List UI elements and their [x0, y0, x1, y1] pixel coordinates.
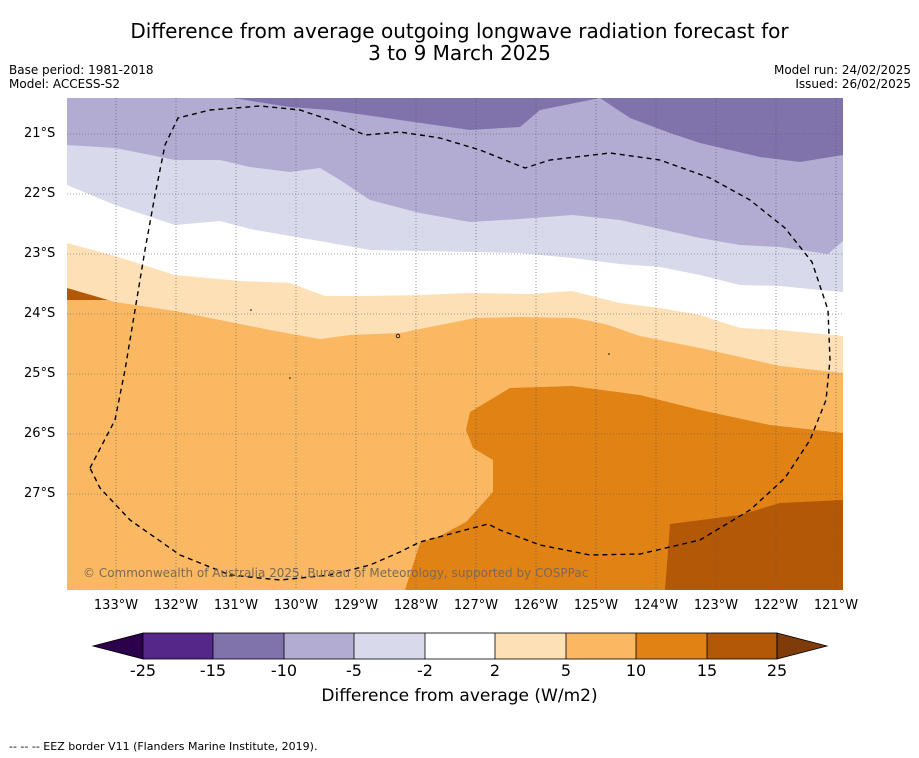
map-title-line2: 3 to 9 March 2025	[368, 41, 551, 65]
colorbar	[91, 632, 829, 660]
colorbar-tick: -10	[270, 661, 298, 680]
colorbar-segment	[143, 633, 213, 659]
colorbar-segment	[495, 633, 566, 659]
lon-label: 131°W	[213, 598, 259, 613]
colorbar-tick: -15	[199, 661, 227, 680]
colorbar-over-arrow	[776, 632, 829, 660]
meta-right: Model run: 24/02/2025 Issued: 26/02/2025	[774, 63, 911, 91]
map-title: Difference from average outgoing longwav…	[0, 20, 919, 64]
model-label: Model: ACCESS-S2	[9, 77, 121, 91]
colorbar-tick: 2	[489, 661, 501, 680]
lon-label: 132°W	[153, 598, 199, 613]
lon-label: 121°W	[813, 598, 859, 613]
colorbar-tick: 25	[766, 661, 788, 680]
lon-label: 122°W	[753, 598, 799, 613]
anomaly-field	[67, 98, 843, 590]
colorbar-tick: -5	[346, 661, 362, 680]
colorbar-segment	[707, 633, 777, 659]
lon-label: 130°W	[273, 598, 319, 613]
colorbar-segment	[425, 633, 495, 659]
lat-label: 21°S	[24, 126, 56, 141]
lat-label: 24°S	[24, 306, 56, 321]
eez-footnote: -- -- -- EEZ border V11 (Flanders Marine…	[9, 740, 318, 753]
colorbar-tick: -2	[417, 661, 433, 680]
copyright-notice: © Commonwealth of Australia 2025, Bureau…	[83, 566, 589, 580]
graticule	[67, 98, 843, 590]
lon-label: 124°W	[633, 598, 679, 613]
island-marker	[289, 377, 291, 379]
colorbar-segment	[284, 633, 354, 659]
lat-label: 26°S	[24, 426, 56, 441]
island-marker	[395, 333, 401, 339]
island-marker	[250, 309, 252, 311]
lat-label: 25°S	[24, 366, 56, 381]
colorbar-label: Difference from average (W/m2)	[321, 686, 598, 706]
lon-label: 126°W	[513, 598, 559, 613]
colorbar-segment	[213, 633, 284, 659]
eez-border	[89, 105, 831, 581]
lat-label: 22°S	[24, 186, 56, 201]
island-marker	[608, 353, 610, 355]
meta-left: Base period: 1981-2018 Model: ACCESS-S2	[9, 63, 154, 91]
colorbar-tick: 15	[696, 661, 718, 680]
band-neg15-neg10-north	[233, 98, 600, 130]
lat-label: 23°S	[24, 246, 56, 261]
lon-label: 125°W	[573, 598, 619, 613]
colorbar-segment	[566, 633, 636, 659]
colorbar-frame	[142, 632, 778, 660]
model-run-label: Model run: 24/02/2025	[773, 63, 911, 77]
band-neg15-neg10-east	[233, 98, 843, 162]
lon-label: 128°W	[393, 598, 439, 613]
colorbar-under-arrow	[91, 632, 144, 660]
colorbar-tick: 5	[560, 661, 572, 680]
lat-label: 27°S	[24, 486, 56, 501]
map-title-line1: Difference from average outgoing longwav…	[130, 19, 789, 43]
colorbar-segment	[636, 633, 707, 659]
issued-label: Issued: 26/02/2025	[795, 77, 911, 91]
base-period-label: Base period: 1981-2018	[9, 63, 154, 77]
band-neg10-neg5	[67, 98, 843, 254]
lon-label: 127°W	[453, 598, 499, 613]
lon-label: 123°W	[693, 598, 739, 613]
lon-label: 129°W	[333, 598, 379, 613]
lon-label: 133°W	[93, 598, 139, 613]
colorbar-tick: -25	[129, 661, 157, 680]
band-5-10	[67, 300, 843, 590]
colorbar-segment	[354, 633, 425, 659]
colorbar-tick: 10	[625, 661, 647, 680]
